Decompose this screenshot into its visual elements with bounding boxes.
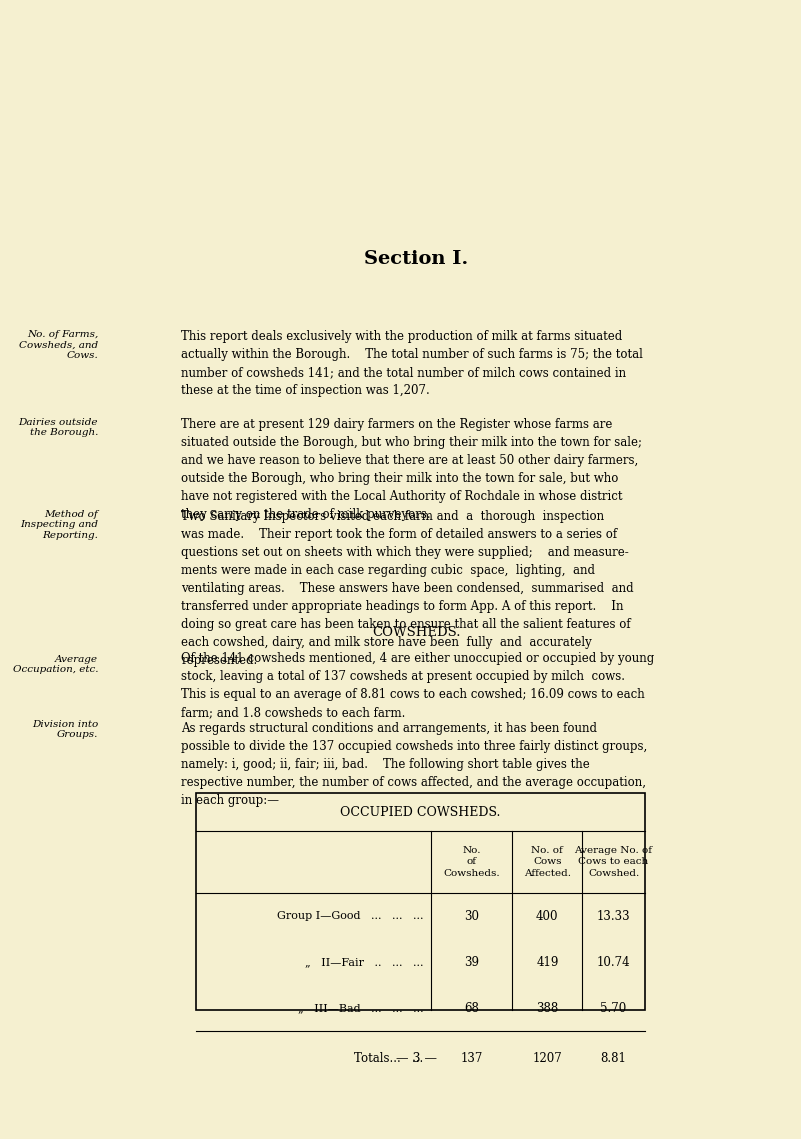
- Text: No. of Farms,
Cowsheds, and
Cows.: No. of Farms, Cowsheds, and Cows.: [19, 330, 98, 360]
- Text: Section I.: Section I.: [364, 249, 469, 268]
- Text: Two Sanitary Inspectors visited each farm and  a  thorough  inspection
was made.: Two Sanitary Inspectors visited each far…: [182, 510, 634, 667]
- Text: Average
Occupation, etc.: Average Occupation, etc.: [13, 655, 98, 674]
- Text: 8.81: 8.81: [601, 1052, 626, 1065]
- Text: COWSHEDS.: COWSHEDS.: [372, 626, 461, 639]
- Text: Dairies outside
the Borough.: Dairies outside the Borough.: [18, 418, 98, 437]
- Text: 137: 137: [461, 1052, 483, 1065]
- Text: 30: 30: [464, 910, 479, 923]
- Text: As regards structural conditions and arrangements, it has been found
possible to: As regards structural conditions and arr…: [182, 722, 648, 808]
- Text: Totals...   ...: Totals... ...: [354, 1052, 423, 1065]
- Text: 68: 68: [464, 1001, 479, 1015]
- Text: Average No. of
Cows to each
Cowshed.: Average No. of Cows to each Cowshed.: [574, 846, 653, 878]
- Text: This report deals exclusively with the production of milk at farms situated
actu: This report deals exclusively with the p…: [182, 330, 643, 398]
- Text: No.
of
Cowsheds.: No. of Cowsheds.: [443, 846, 500, 878]
- Text: — 3 —: — 3 —: [396, 1052, 437, 1065]
- Text: 400: 400: [536, 910, 558, 923]
- Text: 39: 39: [464, 956, 479, 968]
- Text: „   II—Fair   ..   ...   ...: „ II—Fair .. ... ...: [304, 957, 423, 967]
- Text: 419: 419: [536, 956, 558, 968]
- Text: 1207: 1207: [533, 1052, 562, 1065]
- Text: OCCUPIED COWSHEDS.: OCCUPIED COWSHEDS.: [340, 806, 501, 819]
- Text: 10.74: 10.74: [597, 956, 630, 968]
- Text: 388: 388: [536, 1001, 558, 1015]
- Text: Method of
Inspecting and
Reporting.: Method of Inspecting and Reporting.: [20, 510, 98, 540]
- Bar: [195, 793, 645, 1010]
- Text: Division into
Groups.: Division into Groups.: [32, 720, 98, 739]
- Text: There are at present 129 dairy farmers on the Register whose farms are
situated : There are at present 129 dairy farmers o…: [182, 418, 642, 521]
- Text: 5.70: 5.70: [601, 1001, 626, 1015]
- Text: 13.33: 13.33: [597, 910, 630, 923]
- Text: Group I—Good   ...   ...   ...: Group I—Good ... ... ...: [276, 911, 423, 921]
- Text: Of the 141 cowsheds mentioned, 4 are either unoccupied or occupied by young
stoc: Of the 141 cowsheds mentioned, 4 are eit…: [182, 652, 654, 719]
- Text: No. of
Cows
Affected.: No. of Cows Affected.: [524, 846, 571, 878]
- Text: „   III—Bad   ...   ...   ...: „ III—Bad ... ... ...: [297, 1003, 423, 1013]
